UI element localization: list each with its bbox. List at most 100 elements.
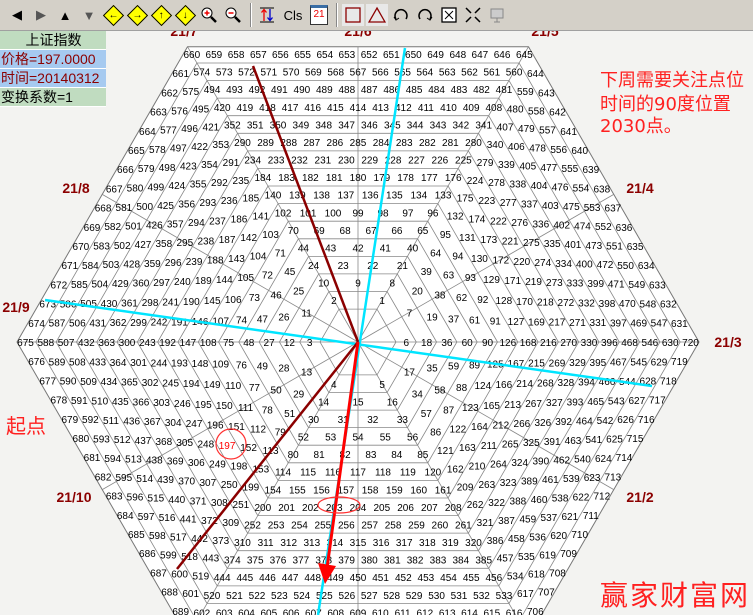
- cell-number: 612: [417, 608, 434, 615]
- cell-number: 596: [127, 493, 144, 504]
- cell-number: 453: [418, 573, 435, 584]
- cell-number: 298: [142, 298, 159, 309]
- cell-number: 293: [200, 198, 217, 209]
- cell-number: 314: [327, 538, 344, 549]
- calendar-button[interactable]: 21: [308, 4, 330, 26]
- cell-number: 160: [410, 485, 427, 496]
- spoke-line: [357, 193, 614, 343]
- cell-number: 71: [275, 248, 287, 259]
- cell-number: 467: [610, 358, 627, 369]
- cell-number: 461: [542, 475, 559, 486]
- cell-number: 389: [521, 477, 538, 488]
- zoom-in-button[interactable]: [198, 4, 220, 26]
- watermark: 赢家财富网: [600, 579, 751, 612]
- back-button[interactable]: ◀: [6, 4, 28, 26]
- cell-number: 271: [569, 318, 586, 329]
- cell-number: 74: [236, 316, 248, 327]
- cls-button[interactable]: Cls: [280, 4, 306, 26]
- move-up-button[interactable]: ↑: [150, 4, 172, 26]
- triangle-tool[interactable]: [366, 4, 388, 26]
- cell-number: 677: [39, 376, 56, 387]
- cell-number: 110: [225, 381, 241, 392]
- cell-number: 666: [117, 165, 134, 176]
- cell-number: 238: [197, 237, 214, 248]
- cell-number: 578: [149, 145, 166, 156]
- cell-number: 530: [428, 591, 445, 602]
- down-button[interactable]: ▼: [78, 4, 100, 26]
- move-right-button[interactable]: →: [126, 4, 148, 26]
- cell-number: 264: [490, 460, 507, 471]
- cell-number: 248: [197, 439, 214, 450]
- forward-button[interactable]: ▶: [30, 4, 52, 26]
- cell-number: 651: [383, 50, 400, 61]
- move-down-button[interactable]: ↓: [174, 4, 196, 26]
- expand-button[interactable]: [462, 4, 484, 26]
- cell-number: 533: [496, 591, 513, 602]
- cell-number: 1: [379, 296, 385, 307]
- spoke-line: [102, 193, 359, 343]
- cell-number: 468: [621, 338, 638, 349]
- rotate-left-button[interactable]: [390, 4, 412, 26]
- rectangle-tool[interactable]: [342, 4, 364, 26]
- cell-number: 513: [125, 455, 142, 466]
- cell-number: 155: [289, 485, 306, 496]
- cell-number: 280: [465, 138, 482, 149]
- cell-number: 478: [529, 144, 546, 155]
- cell-number: 317: [396, 538, 413, 549]
- cell-number: 714: [616, 453, 633, 464]
- swap-button[interactable]: [256, 4, 278, 26]
- cell-number: 84: [391, 450, 403, 461]
- cell-number: 557: [539, 126, 556, 137]
- start-point-label: 起点: [6, 414, 46, 438]
- cell-number: 397: [610, 318, 627, 329]
- zoom-out-button[interactable]: [222, 4, 244, 26]
- cell-number: 640: [571, 146, 588, 157]
- cell-number: 90: [482, 338, 494, 349]
- cell-number: 470: [619, 299, 636, 310]
- cell-number: 260: [432, 521, 449, 532]
- cell-number: 46: [271, 291, 283, 302]
- cell-number: 398: [599, 299, 616, 310]
- cell-number: 331: [590, 318, 607, 329]
- cell-number: 243: [139, 338, 156, 349]
- cell-number: 305: [176, 438, 193, 449]
- cell-number: 554: [573, 184, 590, 195]
- cell-number: 561: [483, 68, 500, 79]
- move-left-button[interactable]: ←: [102, 4, 124, 26]
- cell-number: 655: [294, 50, 311, 61]
- cell-number: 352: [224, 120, 241, 131]
- cell-number: 451: [372, 573, 389, 584]
- cell-number: 205: [373, 503, 390, 514]
- cell-number: 399: [587, 279, 604, 290]
- cell-number: 473: [585, 241, 602, 252]
- fit-button[interactable]: [438, 4, 460, 26]
- printer-icon: [490, 8, 504, 23]
- rotate-right-button[interactable]: [414, 4, 436, 26]
- cell-number: 501: [125, 221, 142, 232]
- cell-number: 24: [308, 261, 320, 272]
- print-button[interactable]: [486, 4, 508, 26]
- up-button[interactable]: ▲: [54, 4, 76, 26]
- cell-number: 77: [249, 383, 261, 394]
- cell-number: 426: [146, 220, 163, 231]
- cell-number: 187: [219, 235, 236, 246]
- cell-number: 674: [28, 319, 45, 330]
- cell-number: 464: [576, 416, 593, 427]
- cell-number: 405: [519, 162, 536, 173]
- cell-number: 457: [497, 554, 514, 565]
- cell-number: 108: [200, 338, 217, 349]
- cell-number: 276: [511, 218, 528, 229]
- cell-number: 562: [461, 68, 478, 79]
- cell-number: 583: [93, 241, 110, 252]
- cell-number: 116: [325, 468, 341, 479]
- cell-number: 441: [180, 514, 197, 525]
- cell-number: 261: [455, 521, 472, 532]
- cell-number: 249: [209, 460, 226, 471]
- cell-number: 483: [451, 85, 468, 96]
- cell-number: 385: [475, 556, 492, 567]
- cell-number: 626: [617, 415, 634, 426]
- cell-number: 206: [397, 503, 414, 514]
- cell-number: 646: [494, 50, 511, 61]
- cell-number: 682: [95, 472, 112, 483]
